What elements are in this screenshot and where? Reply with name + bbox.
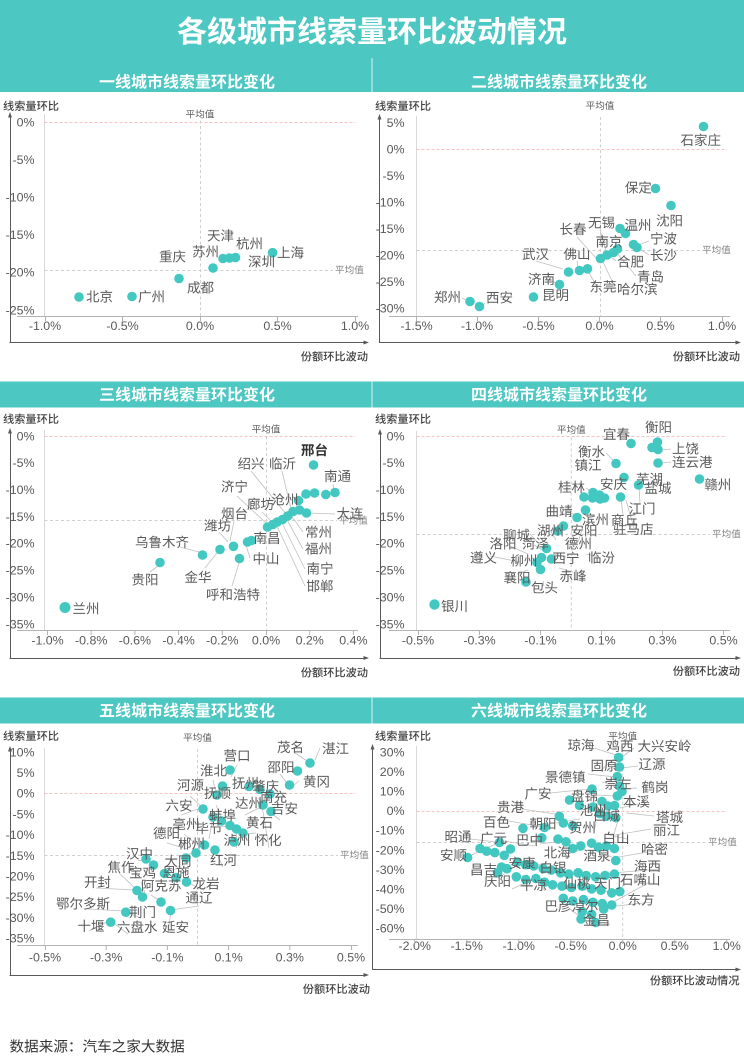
svg-text:0.0%: 0.0%: [252, 633, 280, 647]
svg-text:-60%: -60%: [376, 922, 405, 936]
svg-text:-10%: -10%: [6, 828, 35, 842]
svg-text:0.5%: 0.5%: [263, 319, 291, 333]
svg-text:0.3%: 0.3%: [648, 633, 676, 647]
svg-text:-30%: -30%: [376, 863, 405, 877]
svg-text:-30%: -30%: [6, 590, 35, 604]
svg-text:-0.5%: -0.5%: [106, 319, 138, 333]
svg-text:-15%: -15%: [376, 510, 405, 524]
svg-text:-10%: -10%: [6, 483, 35, 497]
svg-text:1.0%: 1.0%: [713, 939, 741, 953]
svg-text:-25%: -25%: [6, 564, 35, 578]
svg-text:-0.3%: -0.3%: [90, 950, 122, 964]
svg-text:-0.2%: -0.2%: [206, 633, 238, 647]
svg-text:0.0%: 0.0%: [585, 319, 613, 333]
svg-text:0.2%: 0.2%: [296, 633, 324, 647]
svg-text:-5%: -5%: [382, 169, 404, 183]
svg-text:-1.5%: -1.5%: [451, 939, 483, 953]
svg-text:-35%: -35%: [376, 617, 405, 631]
svg-text:20%: 20%: [380, 765, 405, 779]
svg-text:0%: 0%: [387, 429, 405, 443]
svg-text:-0.5%: -0.5%: [402, 633, 434, 647]
svg-text:-0.1%: -0.1%: [151, 950, 183, 964]
svg-text:-15%: -15%: [376, 222, 405, 236]
svg-text:10%: 10%: [380, 785, 405, 799]
svg-text:0.3%: 0.3%: [276, 950, 304, 964]
svg-text:-25%: -25%: [376, 275, 405, 289]
svg-text:-0.6%: -0.6%: [119, 633, 151, 647]
svg-text:-25%: -25%: [6, 890, 35, 904]
svg-text:-20%: -20%: [6, 537, 35, 551]
svg-text:-10%: -10%: [376, 196, 405, 210]
svg-text:-0.5%: -0.5%: [555, 939, 587, 953]
svg-text:-1.0%: -1.0%: [31, 633, 63, 647]
svg-text:0.5%: 0.5%: [337, 950, 365, 964]
svg-text:0.5%: 0.5%: [709, 633, 737, 647]
svg-text:-35%: -35%: [6, 932, 35, 946]
svg-text:-25%: -25%: [6, 303, 35, 317]
svg-text:-5%: -5%: [12, 807, 34, 821]
svg-text:-0.8%: -0.8%: [75, 633, 107, 647]
svg-text:-30%: -30%: [376, 302, 405, 316]
svg-text:-10%: -10%: [376, 483, 405, 497]
svg-text:-5%: -5%: [12, 456, 34, 470]
svg-text:-15%: -15%: [6, 228, 35, 242]
svg-text:-2.0%: -2.0%: [399, 939, 431, 953]
svg-text:-20%: -20%: [6, 266, 35, 280]
svg-text:0.0%: 0.0%: [609, 939, 637, 953]
svg-text:0.5%: 0.5%: [646, 319, 674, 333]
svg-text:0.1%: 0.1%: [587, 633, 615, 647]
svg-text:-40%: -40%: [376, 883, 405, 897]
svg-text:-30%: -30%: [6, 911, 35, 925]
svg-text:0.5%: 0.5%: [661, 939, 689, 953]
svg-text:-5%: -5%: [12, 153, 34, 167]
svg-text:-30%: -30%: [376, 590, 405, 604]
svg-text:5%: 5%: [387, 116, 405, 130]
svg-text:-15%: -15%: [6, 849, 35, 863]
svg-text:-20%: -20%: [376, 843, 405, 857]
svg-text:30%: 30%: [380, 745, 405, 759]
svg-text:-1.0%: -1.0%: [461, 319, 493, 333]
svg-text:-10%: -10%: [376, 824, 405, 838]
svg-text:-1.0%: -1.0%: [503, 939, 535, 953]
svg-text:-0.5%: -0.5%: [29, 950, 61, 964]
svg-text:-35%: -35%: [6, 617, 35, 631]
svg-text:-10%: -10%: [6, 191, 35, 205]
svg-text:0%: 0%: [17, 429, 35, 443]
svg-text:-1.0%: -1.0%: [29, 319, 61, 333]
svg-text:-20%: -20%: [376, 249, 405, 263]
svg-text:1.0%: 1.0%: [708, 319, 736, 333]
svg-text:-0.4%: -0.4%: [162, 633, 194, 647]
svg-text:-0.1%: -0.1%: [524, 633, 556, 647]
svg-text:1.0%: 1.0%: [341, 319, 369, 333]
svg-text:10%: 10%: [10, 745, 35, 759]
svg-text:0.4%: 0.4%: [339, 633, 367, 647]
svg-text:-25%: -25%: [376, 564, 405, 578]
svg-text:0.0%: 0.0%: [186, 319, 214, 333]
svg-text:0%: 0%: [387, 142, 405, 156]
svg-text:0%: 0%: [17, 115, 35, 129]
svg-text:-0.5%: -0.5%: [522, 319, 554, 333]
svg-text:0%: 0%: [387, 804, 405, 818]
svg-text:-15%: -15%: [6, 510, 35, 524]
svg-text:-1.5%: -1.5%: [400, 319, 432, 333]
svg-text:-20%: -20%: [376, 537, 405, 551]
svg-text:-5%: -5%: [382, 456, 404, 470]
svg-text:0%: 0%: [17, 787, 35, 801]
svg-text:-20%: -20%: [6, 870, 35, 884]
svg-text:-50%: -50%: [376, 902, 405, 916]
svg-text:0.1%: 0.1%: [214, 950, 242, 964]
svg-text:5%: 5%: [17, 766, 35, 780]
svg-text:-0.3%: -0.3%: [463, 633, 495, 647]
